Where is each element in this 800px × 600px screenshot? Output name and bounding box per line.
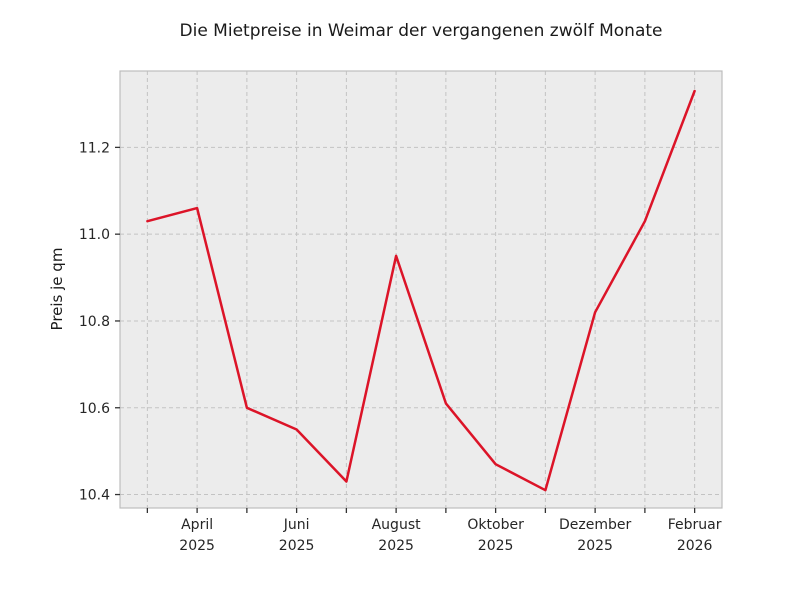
plot-background [120,71,722,508]
x-tick-label-year: 2025 [279,538,315,554]
x-tick-label-year: 2025 [577,538,613,554]
x-tick-label-month: August [372,517,422,533]
y-tick-label: 10.4 [79,488,110,504]
axes-border [119,70,723,509]
y-tick-label: 11.2 [79,140,110,156]
x-tick-label-month: Dezember [559,517,631,533]
y-tick-label: 10.8 [79,314,110,330]
x-tick-label-year: 2025 [378,538,414,554]
x-tick-label-month: Februar [668,517,722,533]
x-tick-label-year: 2025 [179,538,215,554]
y-tick-label: 11.0 [79,227,110,243]
x-tick-label-year: 2025 [478,538,514,554]
x-tick-label-year: 2026 [677,538,713,554]
x-tick-label-month: Oktober [467,517,524,533]
x-tick-label-month: April [181,517,213,533]
price-line-series [146,89,696,492]
x-tick-label-month: Juni [283,517,310,533]
y-tick-label: 10.6 [79,401,110,417]
chart-title: Die Mietpreise in Weimar der vergangenen… [179,21,663,41]
